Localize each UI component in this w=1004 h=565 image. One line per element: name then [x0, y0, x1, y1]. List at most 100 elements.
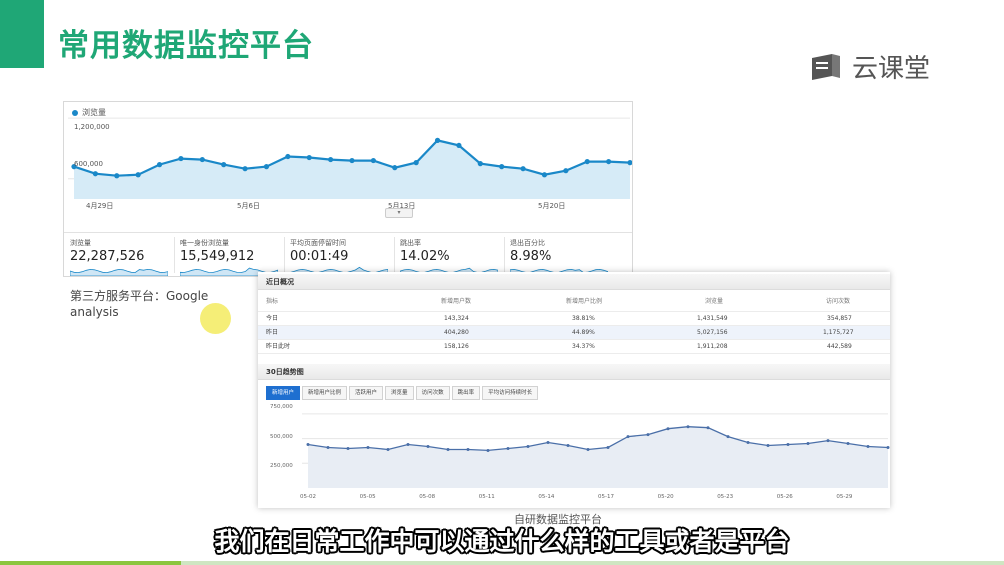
tab-metric[interactable]: 访问次数 — [415, 386, 450, 400]
metric-label: 平均页面停留时间 — [290, 239, 346, 247]
tab-metric[interactable]: 新增用户比例 — [302, 386, 348, 400]
data-point — [306, 154, 312, 161]
data-point — [285, 153, 291, 160]
ga-panel: 浏览量 1,200,000 600,000 4月29日 5月6日 5月13日 5… — [63, 101, 633, 277]
ga-caption-line: analysis — [70, 305, 119, 319]
own-line-chart — [302, 413, 890, 488]
video-progress-fill — [0, 561, 181, 565]
own-x-tick: 05-23 — [717, 494, 734, 500]
column-header: 浏览量 — [705, 298, 724, 305]
data-point — [627, 160, 632, 166]
own-x-tick: 05-26 — [776, 494, 793, 500]
data-point — [646, 433, 650, 437]
ga-legend: 浏览量 — [72, 107, 106, 118]
ga-metric[interactable]: 退出百分比 8.98% — [504, 233, 614, 276]
book-icon — [810, 52, 842, 82]
own-x-tick: 05-29 — [836, 494, 853, 500]
metric-value: 14.02% — [400, 249, 450, 264]
data-point — [499, 164, 505, 170]
data-point — [434, 137, 441, 143]
legend-dot-icon — [72, 109, 78, 116]
data-point — [156, 162, 163, 168]
metric-value: 22,287,526 — [70, 249, 145, 264]
tab-metric[interactable]: 跳出率 — [451, 386, 481, 400]
table-cell: 354,857 — [827, 315, 852, 322]
ga-x-tick: 5月6日 — [237, 202, 260, 210]
ga-metric[interactable]: 跳出率 14.02% — [394, 233, 504, 276]
data-point — [541, 172, 548, 178]
data-point — [486, 448, 490, 452]
data-point — [586, 447, 590, 451]
ga-metrics-row: 浏览量 22,287,526 唯一身份浏览量 15,549,912 平均页面停留… — [64, 232, 632, 276]
table-cell: 44.89% — [572, 329, 595, 336]
own-x-tick: 05-20 — [657, 494, 674, 500]
data-point — [606, 158, 612, 165]
divider — [284, 237, 285, 273]
metric-value: 8.98% — [510, 249, 552, 264]
table-cell: 1,911,208 — [697, 343, 728, 350]
tab-metric[interactable]: 浏览量 — [385, 386, 414, 400]
ga-area — [74, 140, 630, 199]
data-point — [242, 166, 248, 172]
column-header: 指标 — [266, 298, 279, 305]
data-point — [114, 173, 120, 179]
table-cell: 昨日 — [266, 329, 279, 336]
video-progress-track[interactable] — [0, 561, 1004, 565]
divider — [174, 237, 175, 273]
ga-metric[interactable]: 唯一身份浏览量 15,549,912 — [174, 233, 284, 276]
data-point — [466, 447, 470, 451]
ga-x-tick: 4月29日 — [86, 202, 114, 210]
table-cell: 158,126 — [444, 343, 469, 350]
tab-metric[interactable]: 活跃用户 — [349, 386, 384, 400]
own-x-tick: 05-14 — [538, 494, 555, 500]
data-point — [563, 168, 569, 174]
data-point — [866, 444, 870, 448]
data-point — [520, 166, 526, 172]
own-x-tick: 05-11 — [478, 494, 495, 500]
table-cell: 404,280 — [444, 329, 469, 336]
column-header: 访问次数 — [826, 298, 851, 305]
own-y-tick: 250,000 — [270, 463, 293, 469]
ga-x-tick: 5月13日 — [388, 202, 416, 210]
ga-metric[interactable]: 浏览量 22,287,526 — [64, 233, 174, 276]
cursor-highlight — [200, 303, 231, 334]
data-point — [606, 445, 610, 449]
own-caption: 自研数据监控平台 — [514, 513, 602, 526]
own-y-tick: 750,000 — [270, 404, 293, 410]
title-accent-bar — [0, 0, 44, 68]
table-header: 指标 新增用户数 新增用户比例 浏览量 访问次数 — [258, 292, 890, 312]
sparkline — [70, 268, 168, 276]
table-cell: 442,589 — [827, 343, 852, 350]
metric-tabs: 新增用户 新增用户比例 活跃用户 浏览量 访问次数 跳出率 平均访问持续时长 — [266, 386, 539, 400]
data-point — [886, 445, 890, 449]
data-point — [370, 157, 376, 164]
tab-metric[interactable]: 平均访问持续时长 — [482, 386, 539, 400]
data-point — [349, 157, 355, 164]
metric-label: 唯一身份浏览量 — [180, 239, 229, 247]
ga-line-chart — [68, 117, 632, 199]
ga-metric[interactable]: 平均页面停留时间 00:01:49 — [284, 233, 394, 276]
own-x-tick: 05-17 — [598, 494, 614, 500]
data-point — [263, 164, 270, 170]
divider — [504, 237, 505, 273]
data-point — [526, 444, 530, 448]
column-header: 新增用户比例 — [566, 298, 603, 305]
metric-value: 00:01:49 — [290, 249, 349, 264]
data-point — [766, 444, 770, 448]
own-x-tick: 05-05 — [359, 494, 376, 500]
data-point — [626, 435, 630, 439]
ga-y-tick: 1,200,000 — [74, 123, 110, 131]
range-handle-icon[interactable]: ▾ — [385, 208, 413, 218]
data-point — [135, 172, 141, 178]
ga-caption-line: 第三方服务平台：Google — [70, 289, 209, 303]
data-point — [746, 441, 750, 445]
data-point — [826, 439, 830, 443]
data-point — [806, 442, 810, 446]
table-cell: 今日 — [266, 315, 279, 322]
data-point — [199, 156, 205, 163]
ga-y-tick: 600,000 — [74, 160, 103, 168]
own-x-tick: 05-08 — [419, 494, 436, 500]
data-point — [506, 446, 510, 450]
data-point — [221, 162, 227, 168]
tab-metric[interactable]: 新增用户 — [266, 386, 301, 400]
